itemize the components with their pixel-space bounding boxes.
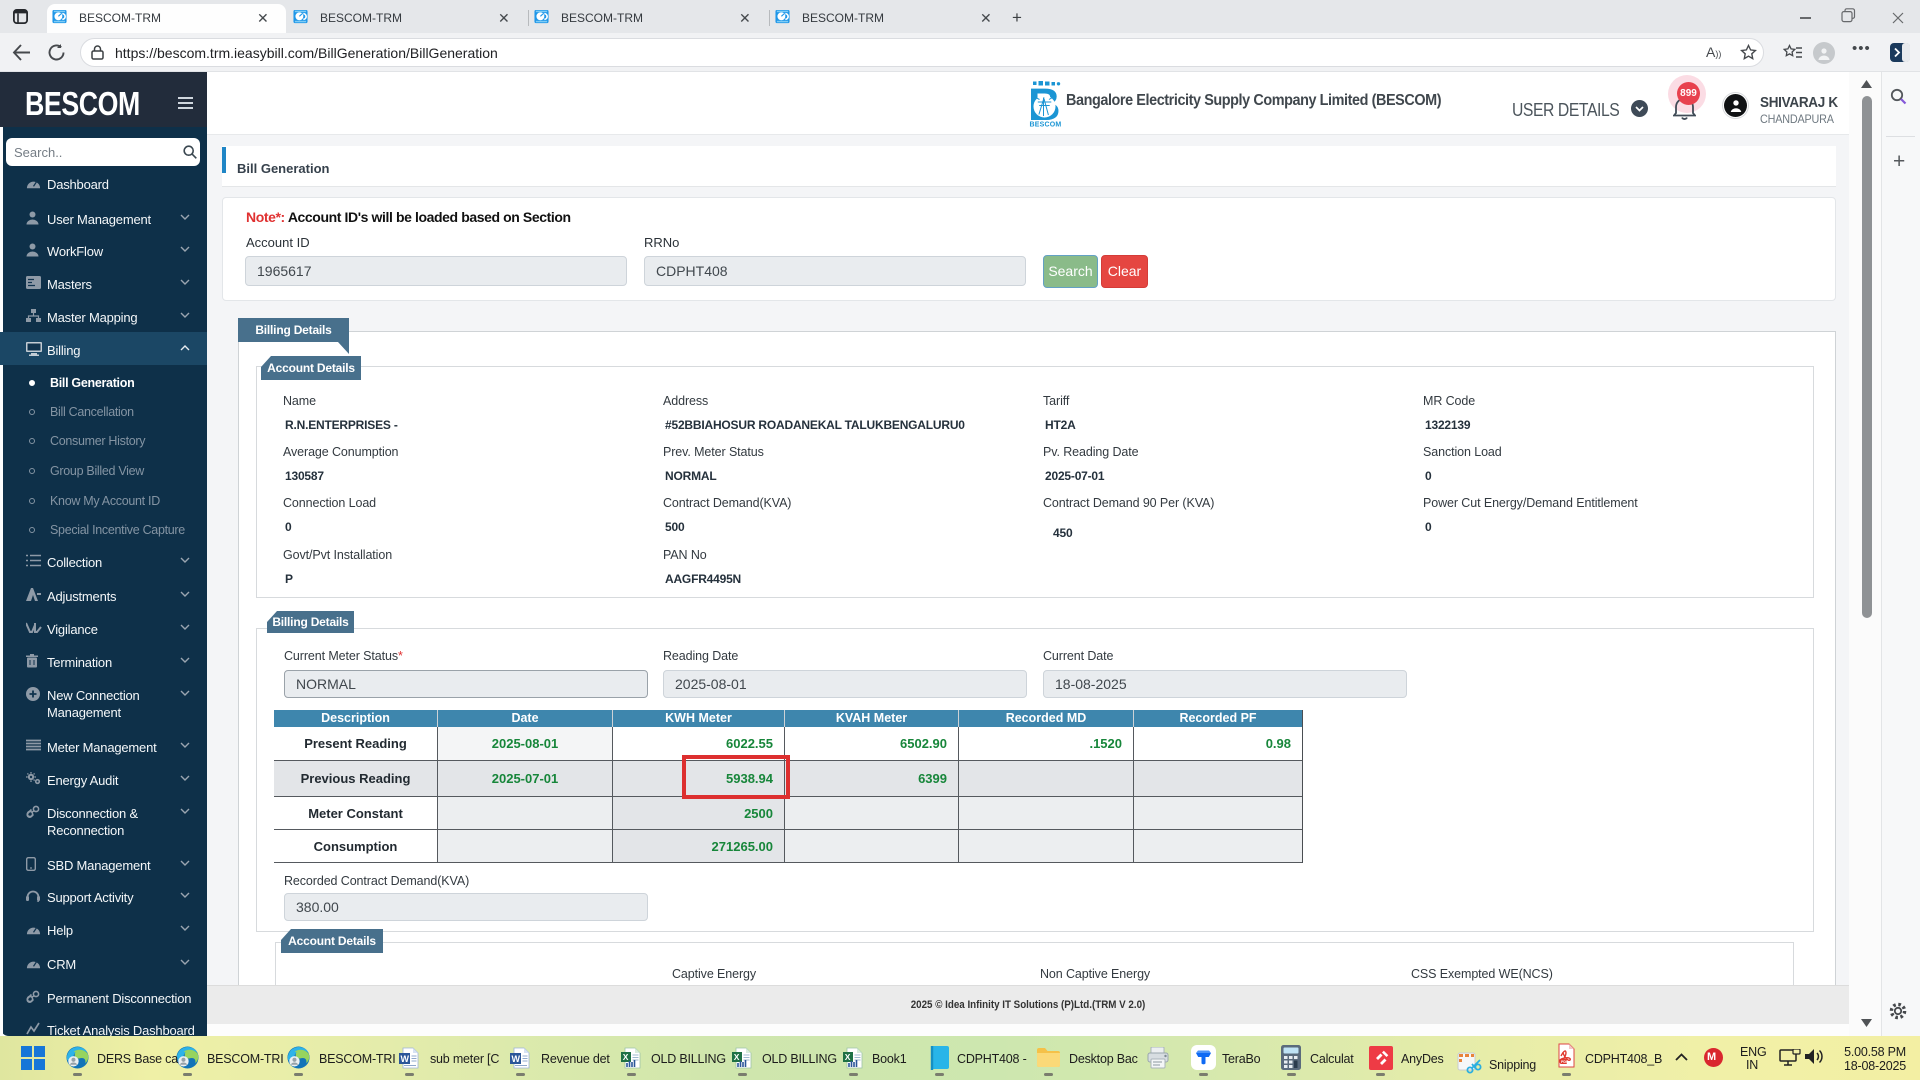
svg-text:X: X — [845, 1052, 851, 1062]
svg-text:X: X — [734, 1052, 740, 1062]
svg-text:BESCOM: BESCOM — [1030, 122, 1062, 128]
svg-text:X: X — [623, 1052, 629, 1062]
svg-text:PDF: PDF — [1561, 1060, 1569, 1064]
svg-text:W: W — [401, 1054, 410, 1064]
svg-text:W: W — [512, 1054, 521, 1064]
